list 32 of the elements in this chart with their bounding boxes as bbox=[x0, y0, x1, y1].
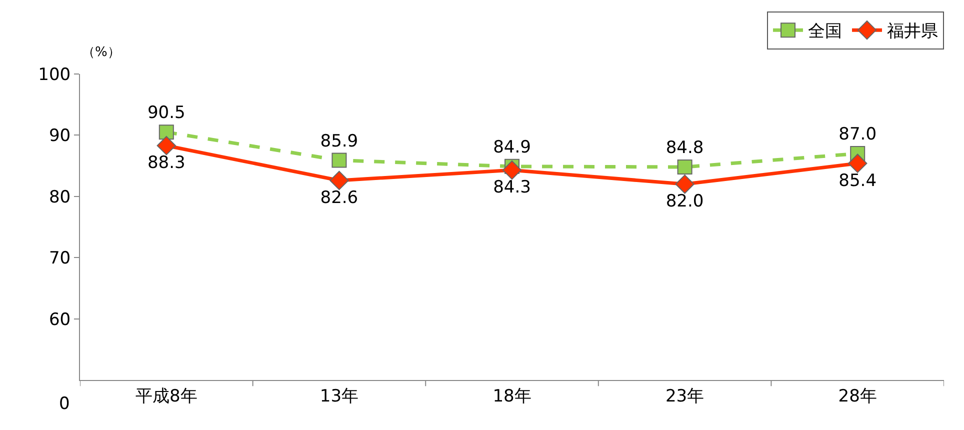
data-label: 85.4 bbox=[838, 170, 877, 191]
data-label: 84.3 bbox=[493, 178, 531, 198]
legend-label: 全国 bbox=[808, 22, 842, 42]
y-tick-label: 60 bbox=[48, 310, 71, 330]
data-label: 82.0 bbox=[666, 192, 704, 212]
text: 0 bbox=[59, 394, 70, 414]
point bbox=[156, 136, 176, 156]
point bbox=[675, 174, 694, 194]
y-tick-label: 90 bbox=[48, 126, 71, 146]
data-label: 84.8 bbox=[666, 138, 704, 158]
data-label: 85.9 bbox=[320, 131, 358, 152]
x-tick-label: 23年 bbox=[665, 386, 704, 406]
x-tick-label: 18年 bbox=[492, 386, 532, 406]
x-tick-label: 13年 bbox=[320, 386, 359, 406]
y-axis-title: （%） bbox=[82, 45, 120, 60]
y-tick-label: 70 bbox=[48, 248, 71, 269]
point bbox=[848, 154, 868, 173]
x-tick-label: 28年 bbox=[838, 386, 877, 406]
y-tick-label: 100 bbox=[38, 64, 71, 85]
point bbox=[158, 124, 174, 140]
point bbox=[332, 152, 347, 168]
data-label: 87.0 bbox=[838, 124, 877, 145]
point bbox=[330, 170, 349, 190]
data-label: 90.5 bbox=[147, 103, 186, 124]
point bbox=[502, 160, 522, 180]
point bbox=[677, 160, 692, 175]
y-tick-label: 80 bbox=[48, 187, 71, 208]
data-label: 88.3 bbox=[147, 153, 186, 174]
x-tick-label: 平成8年 bbox=[135, 386, 198, 406]
legend-label: 福井県 bbox=[887, 22, 938, 42]
data-label: 84.9 bbox=[493, 137, 531, 158]
data-label: 82.6 bbox=[320, 188, 358, 208]
